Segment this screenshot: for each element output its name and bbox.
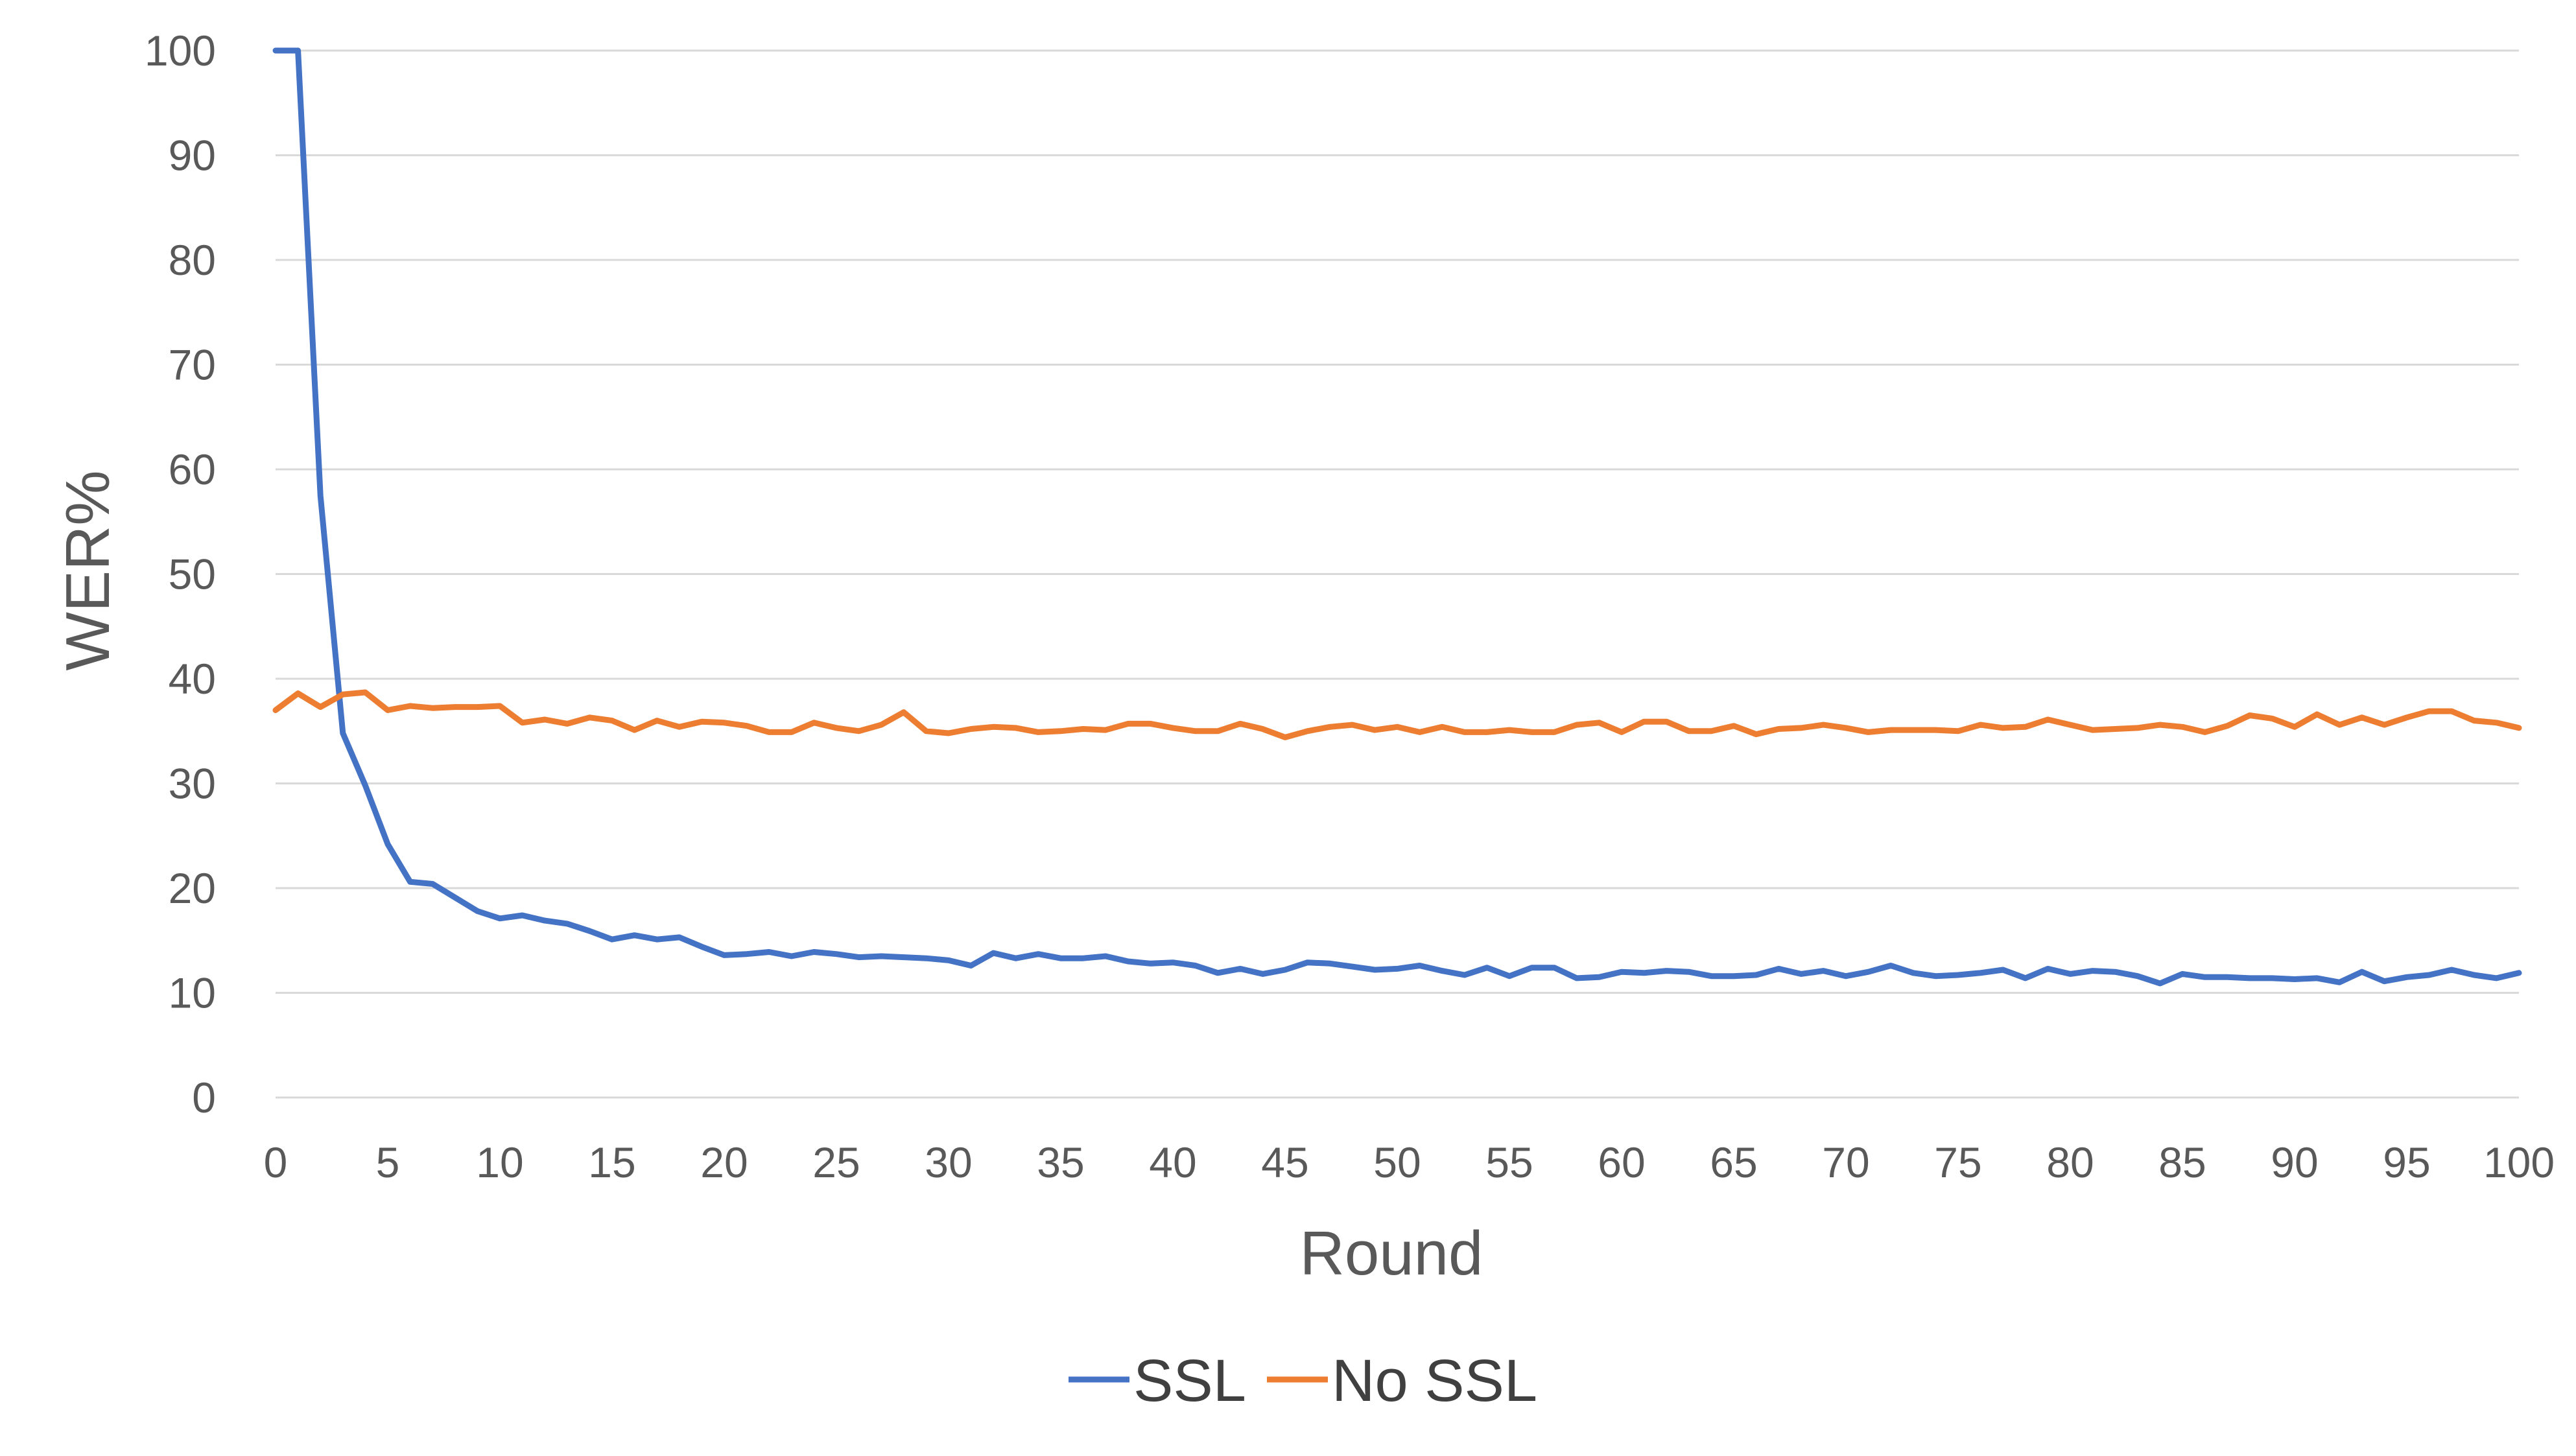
x-tick-label-75: 75	[1934, 1138, 1981, 1186]
x-axis-tick-labels: 0 5 10 15 20 25 30 35 40 45 50 55 60 65 70 75 80 85 90 95 10…	[264, 1138, 2555, 1186]
x-axis-title: Round	[1300, 1219, 1483, 1288]
x-tick-label-60: 60	[1598, 1138, 1645, 1186]
legend-label-ssl: SSL	[1133, 1348, 1246, 1414]
x-tick-label-90: 90	[2271, 1138, 2318, 1186]
x-tick-label-40: 40	[1149, 1138, 1196, 1186]
series-line-ssl	[272, 47, 2522, 987]
legend[interactable]: SSL No SSL	[1069, 1348, 1537, 1414]
x-tick-label-80: 80	[2046, 1138, 2094, 1186]
y-tick-label-30: 30	[169, 760, 216, 808]
x-tick-label-5: 5	[376, 1138, 400, 1186]
series-line-no-ssl	[272, 689, 2522, 740]
gridlines	[276, 49, 2519, 1099]
y-axis-title: WER%	[53, 470, 123, 670]
legend-item-ssl[interactable]: SSL	[1069, 1348, 1246, 1414]
x-tick-label-45: 45	[1261, 1138, 1308, 1186]
y-tick-label-10: 10	[169, 969, 216, 1017]
y-tick-label-20: 20	[169, 864, 216, 912]
y-tick-label-100: 100	[145, 27, 216, 75]
y-tick-label-60: 60	[169, 445, 216, 493]
x-tick-label-20: 20	[700, 1138, 748, 1186]
x-tick-label-85: 85	[2158, 1138, 2206, 1186]
y-tick-label-0: 0	[192, 1074, 216, 1121]
x-tick-label-100: 100	[2483, 1138, 2555, 1186]
x-tick-label-35: 35	[1037, 1138, 1084, 1186]
y-tick-label-50: 50	[169, 550, 216, 598]
x-tick-label-25: 25	[812, 1138, 860, 1186]
x-tick-label-0: 0	[264, 1138, 288, 1186]
y-tick-label-40: 40	[169, 655, 216, 703]
legend-item-no-ssl[interactable]: No SSL	[1267, 1348, 1537, 1414]
y-tick-label-90: 90	[169, 132, 216, 180]
x-tick-label-10: 10	[476, 1138, 523, 1186]
x-tick-label-70: 70	[1822, 1138, 1869, 1186]
y-axis-tick-labels: 0 10 20 30 40 50 60 70 80 90 100	[145, 27, 216, 1121]
x-tick-label-15: 15	[588, 1138, 635, 1186]
series-lines	[272, 47, 2522, 987]
x-tick-label-95: 95	[2383, 1138, 2430, 1186]
legend-label-no-ssl: No SSL	[1332, 1348, 1537, 1414]
y-tick-label-80: 80	[169, 236, 216, 284]
x-tick-label-30: 30	[925, 1138, 972, 1186]
y-tick-label-70: 70	[169, 341, 216, 389]
x-tick-label-65: 65	[1710, 1138, 1757, 1186]
x-tick-label-50: 50	[1373, 1138, 1421, 1186]
x-tick-label-55: 55	[1485, 1138, 1533, 1186]
